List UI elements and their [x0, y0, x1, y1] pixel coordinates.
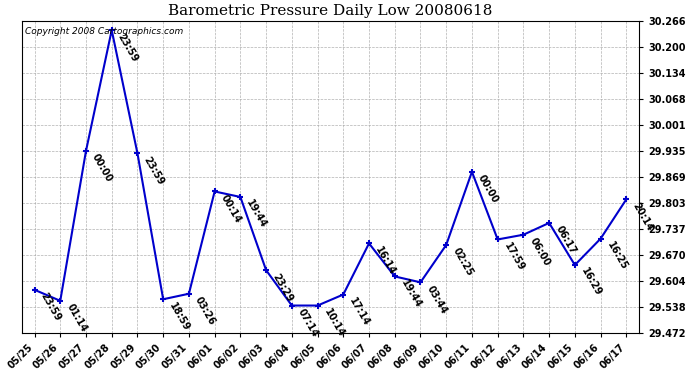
Text: 16:14: 16:14	[373, 245, 397, 277]
Text: 19:44: 19:44	[399, 278, 423, 310]
Title: Barometric Pressure Daily Low 20080618: Barometric Pressure Daily Low 20080618	[168, 4, 493, 18]
Text: 02:25: 02:25	[451, 246, 475, 278]
Text: 23:59: 23:59	[39, 291, 63, 323]
Text: 17:59: 17:59	[502, 241, 526, 273]
Text: 19:44: 19:44	[244, 198, 268, 230]
Text: Copyright 2008 Cartographics.com: Copyright 2008 Cartographics.com	[25, 27, 183, 36]
Text: 00:00: 00:00	[476, 173, 500, 205]
Text: 16:29: 16:29	[579, 266, 603, 298]
Text: 16:25: 16:25	[604, 240, 629, 272]
Text: 06:17: 06:17	[553, 224, 578, 256]
Text: 23:59: 23:59	[116, 32, 140, 63]
Text: 07:14: 07:14	[296, 307, 320, 339]
Text: 23:59: 23:59	[141, 154, 166, 186]
Text: 10:14: 10:14	[322, 307, 346, 339]
Text: 00:00: 00:00	[90, 152, 115, 184]
Text: 03:26: 03:26	[193, 295, 217, 327]
Text: 23:29: 23:29	[270, 272, 295, 303]
Text: 00:14: 00:14	[219, 193, 243, 225]
Text: 03:44: 03:44	[424, 284, 448, 316]
Text: 18:59: 18:59	[168, 301, 192, 333]
Text: 01:14: 01:14	[64, 302, 88, 334]
Text: 17:14: 17:14	[348, 296, 372, 328]
Text: 06:00: 06:00	[528, 236, 552, 268]
Text: 20:14: 20:14	[631, 201, 655, 232]
